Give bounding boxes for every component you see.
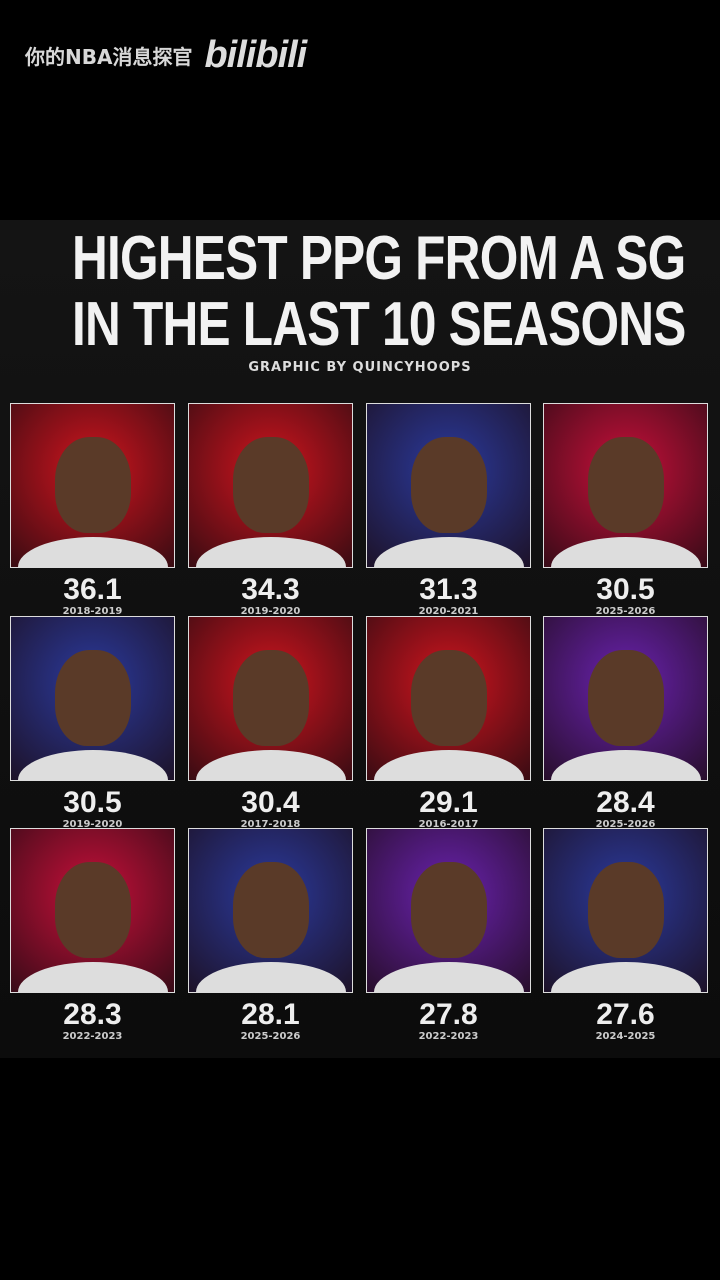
player-card: 30.5 2019-2020 xyxy=(10,616,175,831)
season-label: 2025-2026 xyxy=(595,606,656,617)
ppg-value: 27.6 xyxy=(596,998,655,1031)
ppg-value: 30.5 xyxy=(596,573,655,606)
player-head xyxy=(410,436,487,533)
player-photo xyxy=(366,616,531,781)
player-head xyxy=(410,649,487,746)
player-photo xyxy=(543,403,708,568)
player-head xyxy=(587,649,664,746)
jersey xyxy=(550,962,701,992)
season-label: 2016-2017 xyxy=(418,819,479,830)
player-card: 30.5 2025-2026 xyxy=(543,403,708,618)
ppg-value: 30.5 xyxy=(63,786,122,819)
player-photo xyxy=(188,616,353,781)
bilibili-logo: bilibili xyxy=(204,34,307,76)
player-head xyxy=(410,861,487,958)
season-label: 2018-2019 xyxy=(62,606,123,617)
player-card: 27.6 2024-2025 xyxy=(543,828,708,1043)
player-card: 27.8 2022-2023 xyxy=(366,828,531,1043)
player-photo xyxy=(366,828,531,993)
ppg-value: 27.8 xyxy=(419,998,478,1031)
graphic-credit: GRAPHIC BY QUINCYHOOPS xyxy=(248,360,472,375)
jersey xyxy=(195,537,346,567)
player-head xyxy=(54,861,131,958)
ppg-value: 30.4 xyxy=(241,786,300,819)
season-label: 2025-2026 xyxy=(595,819,656,830)
player-card: 34.3 2019-2020 xyxy=(188,403,353,618)
player-head xyxy=(54,649,131,746)
ppg-value: 28.4 xyxy=(596,786,655,819)
ppg-value: 31.3 xyxy=(419,573,478,606)
ppg-value: 28.3 xyxy=(63,998,122,1031)
jersey xyxy=(373,962,524,992)
jersey xyxy=(550,750,701,780)
ppg-value: 36.1 xyxy=(63,573,122,606)
player-card: 31.3 2020-2021 xyxy=(366,403,531,618)
player-head xyxy=(232,436,309,533)
player-card: 29.1 2016-2017 xyxy=(366,616,531,831)
channel-name: 你的NBA消息探官 xyxy=(25,45,193,69)
ppg-graphic: HIGHEST PPG FROM A SG IN THE LAST 10 SEA… xyxy=(0,220,720,1058)
season-label: 2019-2020 xyxy=(62,819,123,830)
player-photo xyxy=(543,828,708,993)
season-label: 2024-2025 xyxy=(595,1031,656,1042)
season-label: 2020-2021 xyxy=(418,606,479,617)
jersey xyxy=(195,962,346,992)
ppg-value: 34.3 xyxy=(241,573,300,606)
jersey xyxy=(17,750,168,780)
player-photo xyxy=(188,828,353,993)
ppg-value: 29.1 xyxy=(419,786,478,819)
player-photo xyxy=(10,828,175,993)
player-head xyxy=(232,861,309,958)
jersey xyxy=(17,962,168,992)
player-photo xyxy=(10,403,175,568)
player-card: 30.4 2017-2018 xyxy=(188,616,353,831)
jersey xyxy=(550,537,701,567)
title-line-1: HIGHEST PPG FROM A SG xyxy=(72,224,686,293)
player-head xyxy=(587,436,664,533)
player-card: 36.1 2018-2019 xyxy=(10,403,175,618)
season-label: 2025-2026 xyxy=(240,1031,301,1042)
season-label: 2017-2018 xyxy=(240,819,301,830)
player-photo xyxy=(188,403,353,568)
jersey xyxy=(195,750,346,780)
season-label: 2022-2023 xyxy=(418,1031,479,1042)
jersey xyxy=(17,537,168,567)
jersey xyxy=(373,537,524,567)
player-card: 28.4 2025-2026 xyxy=(543,616,708,831)
jersey xyxy=(373,750,524,780)
player-photo xyxy=(543,616,708,781)
season-label: 2019-2020 xyxy=(240,606,301,617)
player-head xyxy=(54,436,131,533)
season-label: 2022-2023 xyxy=(62,1031,123,1042)
watermark: 你的NBA消息探官 bilibili xyxy=(25,34,307,77)
player-card: 28.1 2025-2026 xyxy=(188,828,353,1043)
player-card: 28.3 2022-2023 xyxy=(10,828,175,1043)
player-head xyxy=(232,649,309,746)
ppg-value: 28.1 xyxy=(241,998,300,1031)
player-photo xyxy=(10,616,175,781)
title-line-2: IN THE LAST 10 SEASONS xyxy=(72,290,686,359)
player-head xyxy=(587,861,664,958)
player-photo xyxy=(366,403,531,568)
